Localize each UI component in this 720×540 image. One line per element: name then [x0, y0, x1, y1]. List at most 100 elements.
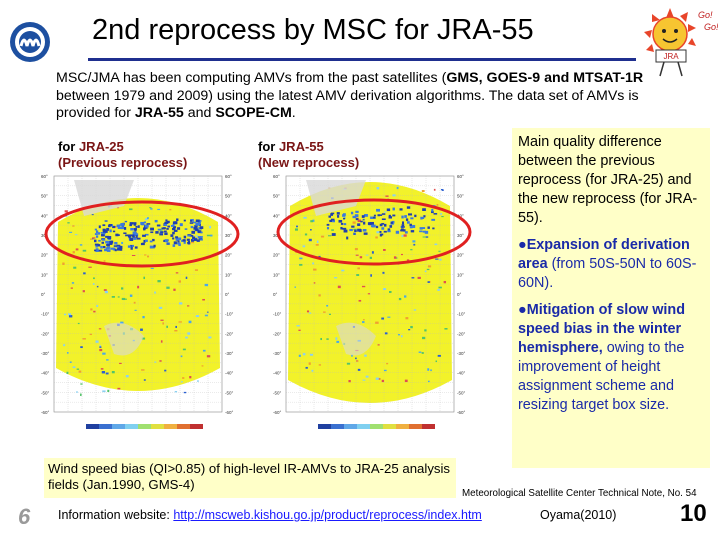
wind-bias-speck	[413, 243, 416, 246]
wind-bias-speck	[99, 346, 102, 348]
wind-bias-speck	[119, 362, 122, 364]
negative-bias-speck	[132, 231, 137, 235]
wind-bias-speck	[137, 285, 140, 289]
wind-bias-speck	[178, 321, 182, 323]
wind-bias-speck	[427, 281, 430, 283]
negative-bias-speck	[100, 232, 105, 234]
wind-bias-speck	[397, 334, 401, 336]
wind-bias-speck	[299, 263, 303, 266]
color-bar-segment	[370, 424, 383, 429]
negative-bias-speck	[379, 214, 383, 216]
wind-bias-speck	[71, 282, 75, 284]
reference-note: Meteorological Satellite Center Technica…	[462, 488, 697, 499]
negative-bias-speck	[133, 223, 137, 226]
negative-bias-speck	[130, 227, 134, 231]
wind-bias-speck	[299, 257, 303, 260]
land-mass	[336, 322, 376, 356]
negative-bias-speck	[432, 227, 435, 230]
wind-bias-speck	[143, 276, 146, 280]
latitude-label: 20°	[225, 253, 232, 258]
negative-bias-speck	[107, 236, 112, 240]
map-label-jra55: for JRA-55 (New reprocess)	[258, 139, 360, 170]
info-line: Information website: http://mscweb.kisho…	[58, 508, 482, 522]
wind-bias-speck	[123, 298, 127, 300]
wind-bias-speck	[103, 289, 107, 291]
wind-bias-speck	[377, 378, 381, 380]
negative-bias-speck	[98, 249, 103, 252]
latitude-label: -60°	[273, 410, 282, 415]
negative-bias-speck	[143, 227, 146, 231]
negative-bias-speck	[401, 224, 405, 227]
wind-bias-speck	[68, 315, 73, 318]
negative-bias-speck	[363, 232, 368, 235]
wind-bias-speck	[427, 265, 432, 268]
negative-bias-speck	[150, 227, 154, 231]
wind-bias-speck	[150, 267, 154, 269]
wind-bias-speck	[352, 221, 356, 224]
color-bar-segment	[396, 424, 409, 429]
wind-bias-speck	[308, 362, 311, 365]
negative-bias-speck	[95, 235, 99, 238]
latitude-label: 50°	[41, 194, 48, 199]
sun-mascot-icon: JRA Go! Go!	[644, 8, 718, 77]
negative-bias-speck	[159, 233, 164, 236]
bullet-expansion: ●Expansion of derivation area (from 50S-…	[518, 237, 697, 291]
negative-bias-speck	[153, 244, 156, 248]
page-title: 2nd reprocess by MSC for JRA-55	[92, 14, 534, 46]
negative-bias-speck	[134, 246, 138, 249]
wind-bias-speck	[149, 207, 152, 209]
negative-bias-speck	[172, 221, 177, 225]
negative-bias-speck	[423, 215, 426, 218]
negative-bias-speck	[172, 244, 176, 247]
wind-bias-speck	[346, 362, 351, 365]
latitude-label: 50°	[457, 194, 464, 199]
latitude-label: 30°	[225, 233, 232, 238]
negative-bias-speck	[130, 246, 133, 250]
latitude-label: -30°	[41, 351, 50, 356]
negative-bias-speck	[404, 231, 408, 234]
negative-bias-speck	[116, 224, 120, 228]
wind-bias-speck	[377, 344, 380, 346]
wind-bias-speck	[93, 310, 96, 313]
wind-bias-speck	[310, 220, 314, 223]
negative-bias-speck	[116, 244, 121, 247]
negative-bias-speck	[131, 236, 135, 238]
wind-bias-speck	[206, 234, 211, 237]
negative-bias-speck	[197, 236, 202, 239]
wind-bias-speck	[131, 254, 136, 257]
wind-bias-speck	[160, 319, 164, 321]
wind-bias-speck	[88, 266, 92, 268]
wind-bias-speck	[398, 297, 402, 301]
latitude-label: 20°	[457, 253, 464, 258]
negative-bias-speck	[431, 208, 434, 212]
wind-bias-speck	[67, 352, 69, 354]
negative-bias-speck	[399, 208, 403, 211]
wind-bias-speck	[294, 228, 298, 231]
negative-bias-speck	[127, 245, 132, 248]
negative-bias-speck	[183, 219, 186, 222]
negative-bias-speck	[132, 234, 135, 238]
negative-bias-speck	[108, 242, 113, 245]
wind-bias-speck	[404, 379, 408, 383]
latitude-label: 40°	[41, 213, 48, 218]
negative-bias-speck	[105, 230, 108, 233]
wind-bias-speck	[405, 317, 409, 320]
wind-bias-speck	[206, 355, 211, 358]
wind-bias-speck	[361, 285, 366, 288]
negative-bias-speck	[125, 234, 129, 237]
negative-bias-speck	[330, 213, 333, 216]
wind-bias-speck	[369, 256, 373, 259]
negative-bias-speck	[94, 233, 98, 235]
wind-bias-speck	[302, 353, 306, 356]
wind-bias-speck	[186, 305, 190, 307]
negative-bias-speck	[400, 229, 404, 232]
wind-bias-speck	[363, 318, 365, 321]
wind-bias-speck	[178, 280, 182, 283]
info-website-link[interactable]: http://mscweb.kishou.go.jp/product/repro…	[173, 508, 482, 522]
latitude-label: -20°	[41, 331, 50, 336]
wind-bias-speck	[306, 310, 310, 313]
negative-bias-speck	[143, 226, 148, 229]
wind-bias-speck	[362, 218, 365, 221]
negative-bias-speck	[94, 249, 97, 252]
negative-bias-speck	[164, 223, 168, 226]
